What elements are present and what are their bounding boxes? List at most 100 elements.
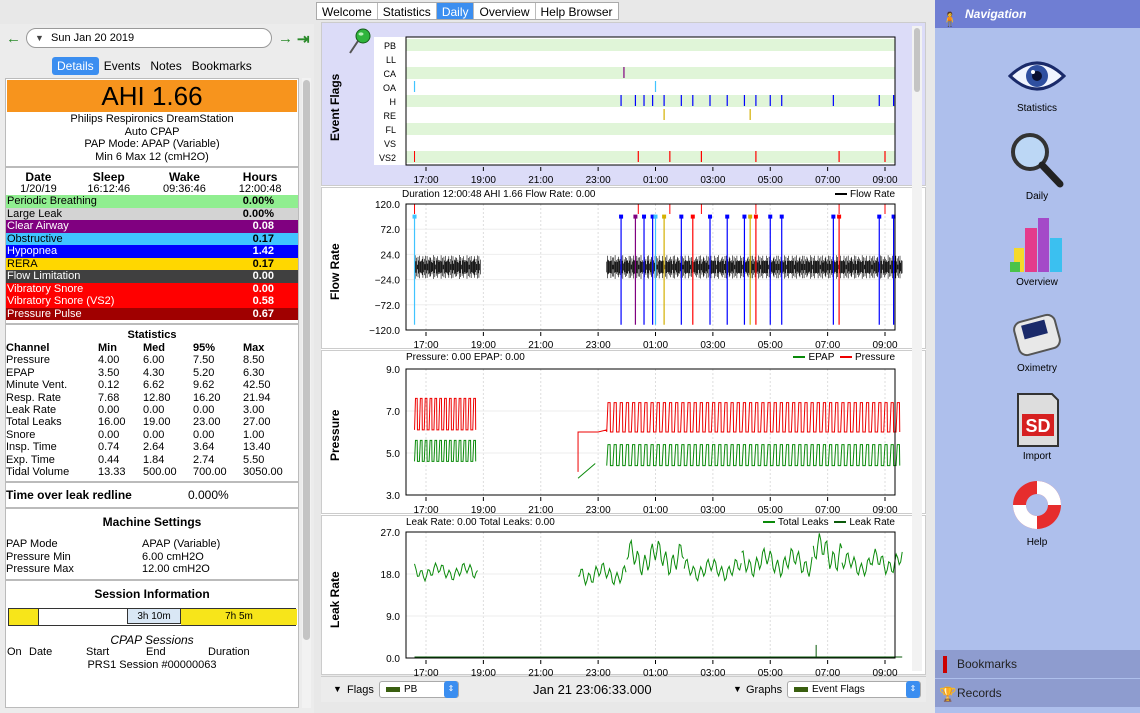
stats-row: Snore 0.00 0.00 0.00 1.00: [6, 428, 265, 441]
index-row: Periodic Breathing 0.00%: [6, 195, 298, 208]
x-tick-label: 17:00: [413, 340, 438, 350]
x-tick-label: 07:00: [815, 175, 840, 186]
x-tick-label: 03:00: [700, 175, 725, 186]
nav-daily[interactable]: Daily: [997, 130, 1077, 202]
graphs-label: Graphs: [746, 684, 783, 696]
x-tick-label: 19:00: [471, 505, 496, 515]
index-row: Large Leak 0.00%: [6, 207, 298, 220]
oximeter-icon: [1013, 313, 1061, 357]
prev-day-arrow-icon[interactable]: ←: [6, 30, 21, 47]
stats-row: Leak Rate 0.00 0.00 0.00 3.00: [6, 404, 265, 417]
sleep-header: Sleep: [92, 170, 125, 184]
sleep-hours: 12:00:48: [238, 183, 282, 195]
leak-header: Leak Rate: 0.00 Total Leaks: 0.00: [406, 517, 555, 528]
x-tick-label: 03:00: [700, 505, 725, 515]
tab-statistics[interactable]: Statistics: [378, 3, 437, 19]
tab-bookmarks[interactable]: Bookmarks: [191, 59, 252, 73]
pushpin-icon[interactable]: [346, 27, 374, 58]
x-tick-label: 07:00: [815, 668, 840, 676]
index-row: RERA 0.17: [6, 257, 298, 270]
nav-help[interactable]: Help: [997, 476, 1077, 548]
leak-rate-graph[interactable]: Leak Rate: 0.00 Total Leaks: 0.00 Total …: [321, 515, 926, 676]
graphs-select[interactable]: Event Flags ⇕: [787, 681, 921, 698]
session-col-header: Start: [86, 646, 110, 659]
x-tick-label: 01:00: [643, 175, 668, 186]
session-col-header: End: [146, 646, 166, 659]
x-tick-label: 09:00: [872, 340, 897, 350]
sleep-time: 16:12:46: [87, 183, 131, 195]
bar-chart-icon: [1010, 218, 1062, 272]
pressure-range: Min 6 Max 12 (cmH2O): [95, 150, 209, 163]
ahi-value: AHI 1.66: [7, 80, 297, 112]
tab-overview[interactable]: Overview: [474, 3, 536, 19]
navigation-header[interactable]: 🧍 Navigation: [935, 0, 1140, 28]
tab-welcome[interactable]: Welcome: [317, 3, 378, 19]
bottom-bar: ▼ Flags PB ⇕ Jan 21 23:06:33.000 ▼ Graphs…: [321, 676, 926, 702]
sleep-header: Hours: [242, 170, 278, 184]
tab-daily[interactable]: Daily: [436, 3, 475, 19]
cursor-timestamp: Jan 21 23:06:33.000: [533, 682, 652, 697]
x-tick-label: 21:00: [528, 175, 553, 186]
session-row[interactable]: PRS1 Session #00000063: [87, 659, 217, 672]
x-tick-label: 03:00: [700, 668, 725, 676]
y-tick-label: 3.0: [386, 491, 400, 502]
pressure-graph[interactable]: Pressure: 0.00 EPAP: 0.00 EPAP Pressure …: [321, 350, 926, 515]
session-gap-label: 3h 10m: [127, 607, 181, 624]
session-duration-label[interactable]: 7h 5m: [181, 608, 297, 625]
index-row: Hypopnea 1.42: [6, 245, 298, 258]
wake-time: 09:36:46: [163, 183, 206, 195]
y-tick-label: 5.0: [386, 449, 400, 460]
details-scrollbar[interactable]: [302, 78, 311, 708]
y-tick-label: 9.0: [386, 365, 400, 376]
flag-row-label: VS2: [379, 153, 396, 163]
person-icon: 🧍: [941, 11, 959, 27]
x-tick-label: 09:00: [872, 668, 897, 676]
flag-row-label: PB: [384, 41, 396, 51]
tab-help-browser[interactable]: Help Browser: [540, 5, 613, 19]
stats-col-header: Channel: [6, 342, 50, 354]
flags-label: Flags: [347, 684, 374, 696]
chevron-updown-icon: ⇕: [906, 681, 920, 698]
next-day-arrow-icon[interactable]: →: [278, 30, 293, 47]
session-col-header: On: [7, 646, 22, 659]
nav-records[interactable]: 🏆 Records: [935, 679, 1140, 707]
statistics-table: Channel Min Med 95% Max Pressure 4.00 6.00 7.50…: [6, 342, 298, 478]
graphs-caret-icon[interactable]: ▼: [733, 684, 742, 694]
leak-redline-label: Time over leak redline: [6, 488, 132, 503]
last-day-arrow-icon[interactable]: ⇥: [297, 31, 310, 48]
index-row: Obstructive 0.17: [6, 232, 298, 245]
cpap-sessions-title: CPAP Sessions: [110, 632, 194, 647]
x-tick-label: 03:00: [700, 340, 725, 350]
stats-row: Total Leaks 16.00 19.00 23.00 27.00: [6, 416, 271, 429]
nav-oximetry[interactable]: Oximetry: [997, 308, 1077, 374]
x-tick-label: 05:00: [758, 505, 783, 515]
flags-select[interactable]: PB ⇕: [379, 681, 459, 698]
graph-scrollbar[interactable]: [912, 26, 922, 671]
date-selector[interactable]: ▼ Sun Jan 20 2019: [26, 28, 272, 48]
tab-details[interactable]: Details: [52, 57, 99, 75]
machine-settings-title: Machine Settings: [102, 515, 202, 530]
x-tick-label: 17:00: [413, 175, 438, 186]
eye-icon: [1008, 61, 1066, 91]
flags-caret-icon[interactable]: ▼: [333, 684, 342, 694]
flow-rate-graph[interactable]: Duration 12:00:48 AHI 1.66 Flow Rate: 0.…: [321, 187, 926, 350]
pressure-legend: EPAP Pressure: [793, 352, 895, 363]
event-indices: Periodic Breathing 0.00% Large Leak 0.00% Cl…: [6, 195, 298, 320]
index-row: Flow Limitation 0.00: [6, 270, 298, 283]
x-tick-label: 07:00: [815, 340, 840, 350]
stats-col-header: 95%: [193, 342, 216, 354]
x-tick-label: 07:00: [815, 505, 840, 515]
event-flags-graph[interactable]: Event Flags PB LL CA OA H RE FL VS VS2 17:00 19:00…: [321, 22, 926, 186]
flag-row-label: CA: [383, 69, 396, 79]
x-tick-label: 17:00: [413, 668, 438, 676]
x-tick-label: 17:00: [413, 505, 438, 515]
nav-overview[interactable]: Overview: [997, 214, 1077, 288]
nav-statistics[interactable]: Statistics: [997, 52, 1077, 114]
nav-bookmarks[interactable]: Bookmarks: [935, 650, 1140, 678]
svg-text:SD: SD: [1025, 416, 1050, 436]
lifebuoy-icon: [1013, 481, 1061, 529]
tab-events[interactable]: Events: [103, 59, 141, 73]
tab-notes[interactable]: Notes: [150, 59, 182, 73]
leak-legend: Total Leaks Leak Rate: [763, 517, 895, 528]
nav-import[interactable]: SD Import: [997, 392, 1077, 462]
